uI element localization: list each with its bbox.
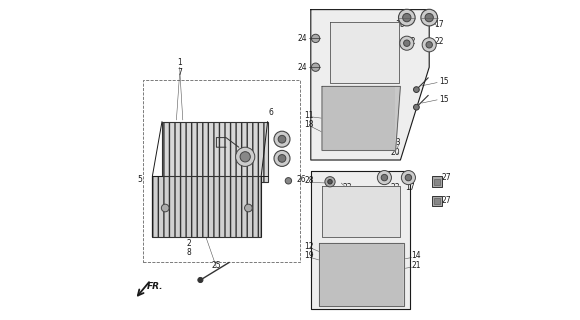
Bar bbox=[434, 198, 440, 204]
Text: 23: 23 bbox=[391, 183, 400, 192]
Polygon shape bbox=[311, 10, 429, 160]
Polygon shape bbox=[311, 171, 410, 309]
Bar bbox=[433, 176, 442, 187]
Text: 22: 22 bbox=[407, 37, 416, 46]
Polygon shape bbox=[330, 22, 399, 83]
Circle shape bbox=[328, 180, 332, 184]
Polygon shape bbox=[319, 243, 404, 306]
Text: 10: 10 bbox=[240, 136, 250, 145]
Text: 11: 11 bbox=[304, 111, 314, 120]
Text: 21: 21 bbox=[412, 261, 421, 270]
Text: 5: 5 bbox=[138, 175, 143, 184]
Bar bbox=[322, 86, 396, 150]
Circle shape bbox=[311, 63, 320, 71]
Bar bbox=[322, 186, 400, 237]
Text: 13: 13 bbox=[391, 138, 400, 147]
Text: 25: 25 bbox=[212, 261, 221, 270]
Circle shape bbox=[426, 42, 433, 48]
Text: 2: 2 bbox=[187, 239, 191, 248]
Polygon shape bbox=[322, 186, 400, 237]
Text: 24: 24 bbox=[298, 63, 307, 72]
Circle shape bbox=[235, 147, 255, 166]
Circle shape bbox=[274, 150, 290, 166]
Circle shape bbox=[161, 204, 169, 212]
Text: 3: 3 bbox=[229, 130, 233, 139]
Text: 12: 12 bbox=[304, 242, 314, 251]
Bar bbox=[330, 22, 399, 83]
Text: 27: 27 bbox=[442, 173, 452, 182]
Circle shape bbox=[198, 277, 203, 283]
Circle shape bbox=[278, 155, 286, 162]
Bar bbox=[434, 179, 440, 185]
Circle shape bbox=[278, 135, 286, 143]
Text: 6: 6 bbox=[269, 108, 273, 116]
Text: 26: 26 bbox=[296, 175, 306, 184]
Text: 28: 28 bbox=[304, 176, 314, 185]
Text: 20: 20 bbox=[391, 148, 400, 156]
Text: 15: 15 bbox=[439, 95, 448, 104]
Circle shape bbox=[378, 171, 392, 185]
Circle shape bbox=[311, 34, 320, 43]
Text: 4: 4 bbox=[187, 146, 193, 155]
Circle shape bbox=[400, 36, 414, 50]
Circle shape bbox=[240, 152, 251, 162]
Text: 9: 9 bbox=[229, 140, 233, 148]
Circle shape bbox=[245, 204, 252, 212]
Bar bbox=[162, 122, 267, 182]
Text: 8: 8 bbox=[187, 248, 191, 257]
Circle shape bbox=[401, 171, 415, 185]
Text: 24: 24 bbox=[298, 34, 307, 43]
Text: FR.: FR. bbox=[147, 282, 163, 291]
Circle shape bbox=[325, 177, 335, 187]
Circle shape bbox=[274, 131, 290, 147]
Text: 22: 22 bbox=[434, 37, 444, 46]
Text: 7: 7 bbox=[177, 68, 182, 76]
Circle shape bbox=[414, 104, 419, 110]
Text: 18: 18 bbox=[304, 120, 314, 129]
Circle shape bbox=[381, 174, 387, 181]
Text: 17: 17 bbox=[405, 183, 415, 192]
Text: 1: 1 bbox=[177, 58, 182, 67]
Text: 16: 16 bbox=[396, 20, 405, 28]
Text: 19: 19 bbox=[304, 252, 314, 260]
Circle shape bbox=[422, 38, 436, 52]
Circle shape bbox=[405, 174, 412, 181]
Circle shape bbox=[403, 13, 411, 22]
Text: 15: 15 bbox=[439, 77, 448, 86]
Polygon shape bbox=[322, 86, 400, 150]
Circle shape bbox=[425, 13, 433, 22]
Text: 23: 23 bbox=[343, 183, 353, 192]
Circle shape bbox=[285, 178, 292, 184]
Circle shape bbox=[404, 40, 410, 46]
Text: 16: 16 bbox=[379, 191, 389, 200]
Circle shape bbox=[414, 87, 419, 92]
Text: 14: 14 bbox=[412, 252, 421, 260]
Bar bbox=[433, 196, 442, 206]
Text: 27: 27 bbox=[442, 196, 452, 204]
Bar bbox=[143, 80, 300, 262]
Circle shape bbox=[398, 9, 415, 26]
Text: 17: 17 bbox=[434, 20, 444, 28]
Bar bbox=[319, 243, 403, 306]
Bar bbox=[153, 176, 261, 237]
Circle shape bbox=[421, 9, 437, 26]
